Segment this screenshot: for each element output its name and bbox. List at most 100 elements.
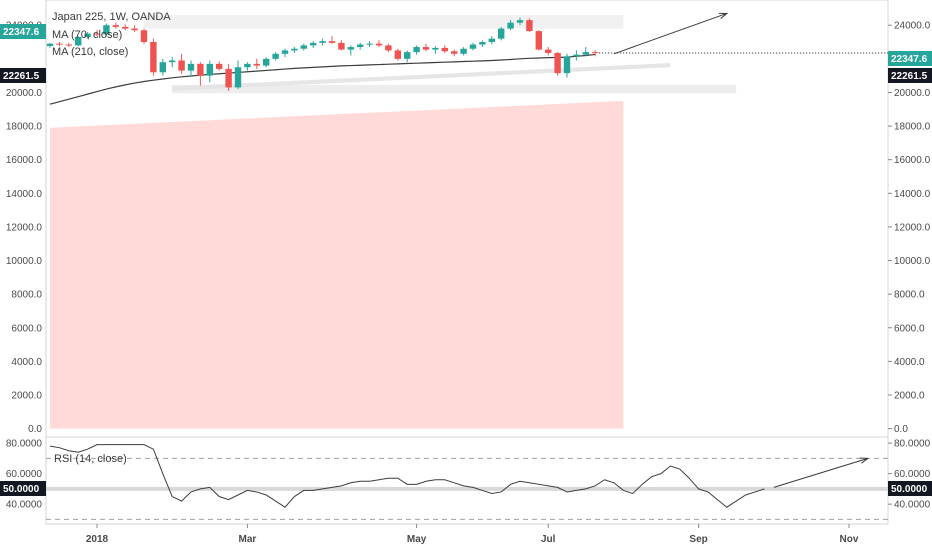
ma-layer xyxy=(49,53,596,105)
candle-body xyxy=(563,56,571,74)
candle xyxy=(375,40,383,48)
candle xyxy=(281,48,289,58)
rsi-tick-label: 80.0000 xyxy=(6,439,43,450)
candle-body xyxy=(225,68,232,88)
candle-body xyxy=(281,50,289,54)
y-tick-label: 10000.0 xyxy=(894,256,931,267)
candle xyxy=(516,17,524,26)
time-axis: 2018MarMayJulSepNov2019Mar xyxy=(86,524,859,545)
candle xyxy=(385,43,392,53)
candle-body xyxy=(422,47,430,50)
candle-body xyxy=(385,45,392,51)
candle-body xyxy=(507,22,514,29)
x-tick-label: Nov xyxy=(840,534,859,545)
y-tick-label: 18000.0 xyxy=(6,122,43,133)
candle xyxy=(75,36,82,47)
y-tick-label: 24000.0 xyxy=(894,21,931,32)
candle-body xyxy=(375,43,383,46)
candle xyxy=(103,23,110,37)
resistance-zone xyxy=(144,15,624,29)
price-badge-left: 22347.6 xyxy=(0,24,46,39)
candle xyxy=(93,30,101,37)
candle-body xyxy=(526,20,533,32)
y-tick-label: 6000.0 xyxy=(11,323,42,334)
candle-body xyxy=(65,44,72,46)
candle xyxy=(328,36,336,44)
candle xyxy=(545,47,552,56)
candle xyxy=(441,45,448,53)
candle-body xyxy=(263,58,270,66)
rsi-badge-left-text: 50.0000 xyxy=(3,484,40,495)
candle-body xyxy=(300,45,307,49)
candle xyxy=(413,45,420,55)
y-tick-label: 14000.0 xyxy=(894,189,931,200)
candle-body xyxy=(338,42,345,50)
forecast-arrow-head xyxy=(718,12,729,19)
ma210-legend: MA (210, close) xyxy=(52,46,128,58)
candle xyxy=(432,46,439,54)
candle xyxy=(140,28,148,44)
candle xyxy=(253,58,260,69)
y-tick-label: 4000.0 xyxy=(894,357,925,368)
rsi-tick-label: 60.0000 xyxy=(6,469,43,480)
candle-body xyxy=(56,43,63,45)
candle-layer xyxy=(46,17,599,91)
chart-title: Japan 225, 1W, OANDA xyxy=(52,11,171,23)
candle-body xyxy=(84,33,91,37)
x-tick-label: May xyxy=(407,534,427,545)
candle xyxy=(347,45,354,56)
y-tick-label: 12000.0 xyxy=(894,222,931,233)
rsi-axis: 40.0000 40.0000 60.0000 60.0000 80.0000 80.00… xyxy=(6,439,931,511)
candle xyxy=(131,25,138,32)
candle-body xyxy=(488,38,495,43)
y-tick-label: 2000.0 xyxy=(894,390,925,401)
candle-body xyxy=(272,53,279,59)
candle xyxy=(56,42,63,47)
candle-body xyxy=(169,60,176,63)
candle xyxy=(225,63,232,91)
price-badge-left-text: 22347.6 xyxy=(3,27,40,38)
candle-body xyxy=(451,51,458,54)
candle-body xyxy=(328,41,336,43)
y-tick-label: 2000.0 xyxy=(11,390,42,401)
candle xyxy=(319,38,326,46)
candle-body xyxy=(75,36,82,46)
trend-channel-band xyxy=(172,63,671,91)
candle-body xyxy=(253,63,260,66)
rsi-badge-right: 50.0000 xyxy=(888,481,932,496)
y-tick-label: 16000.0 xyxy=(894,155,931,166)
candle xyxy=(234,60,242,90)
candle-body xyxy=(187,63,195,71)
ma70-line xyxy=(49,53,596,105)
shaded-area xyxy=(50,100,624,429)
candle xyxy=(84,31,91,39)
y-tick-label: 16000.0 xyxy=(6,155,43,166)
candle-body xyxy=(46,43,54,47)
ma-badge-left-text: 22261.5 xyxy=(3,71,40,82)
candle-body xyxy=(573,54,580,57)
x-tick-label: Mar xyxy=(239,534,257,545)
candle-body xyxy=(554,52,561,74)
candle xyxy=(159,58,166,76)
candle xyxy=(592,50,599,57)
candle xyxy=(178,53,185,74)
candle-body xyxy=(159,62,166,73)
candle xyxy=(366,41,373,48)
shaded-area-layer xyxy=(50,100,624,429)
candle-body xyxy=(122,26,129,29)
candle xyxy=(507,20,514,31)
candle-body xyxy=(197,63,204,76)
y-tick-label: 18000.0 xyxy=(894,122,931,133)
rsi-line-layer xyxy=(49,444,870,508)
forecast-arrow xyxy=(613,12,727,55)
candle xyxy=(216,61,223,71)
candle-body xyxy=(291,48,298,51)
candle-body xyxy=(545,49,552,53)
candle-body xyxy=(357,44,364,48)
y-tick-label: 0.0 xyxy=(894,424,908,435)
candle-body xyxy=(103,25,110,35)
candle-body xyxy=(178,60,185,71)
candle xyxy=(187,60,195,77)
candle-body xyxy=(206,63,213,76)
